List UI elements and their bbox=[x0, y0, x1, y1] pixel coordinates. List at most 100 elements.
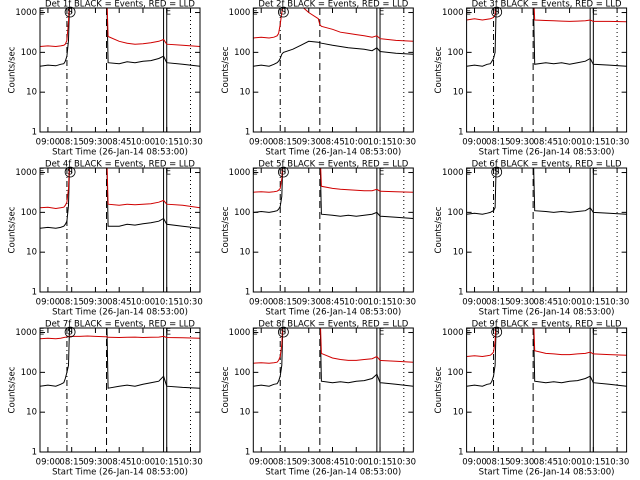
annotation: S bbox=[281, 168, 286, 178]
y-tick-label: 100 bbox=[447, 368, 463, 378]
x-tick-label: 10:15 bbox=[368, 298, 393, 308]
y-tick-label: 1000 bbox=[15, 168, 37, 178]
x-tick-label: 08:45 bbox=[534, 138, 559, 148]
x-tick-label: 10:00 bbox=[344, 458, 369, 468]
chart-title: Det 9f BLACK = Events, RED = LLD bbox=[472, 320, 622, 330]
y-tick-label: 10 bbox=[453, 88, 464, 98]
x-tick-label: 10:00 bbox=[131, 458, 156, 468]
x-axis-label: Start Time (26-Jan-14 08:53:00) bbox=[479, 308, 615, 318]
annotation: E bbox=[252, 8, 257, 18]
x-tick-label: 09:00 bbox=[249, 458, 274, 468]
series-line bbox=[40, 8, 200, 67]
x-tick-label: 08:15 bbox=[486, 138, 511, 148]
plot-frame bbox=[252, 7, 414, 133]
y-axis-label: Counts/sec bbox=[434, 46, 444, 93]
y-tick-label: 100 bbox=[234, 208, 250, 218]
y-tick-label: 10 bbox=[453, 248, 464, 258]
y-tick-label: 10 bbox=[239, 408, 250, 418]
y-tick-label: 100 bbox=[234, 48, 250, 58]
x-tick-label: 10:15 bbox=[581, 138, 606, 148]
x-tick-label: 10:15 bbox=[154, 458, 179, 468]
y-tick-label: 1 bbox=[245, 448, 250, 458]
x-tick-label: 10:30 bbox=[392, 298, 417, 308]
annotation-circle bbox=[491, 326, 503, 338]
x-tick-label: 10:30 bbox=[178, 458, 203, 468]
annotation-circle bbox=[277, 6, 289, 18]
annotation: E bbox=[465, 8, 470, 18]
y-tick-label: 1 bbox=[32, 128, 37, 138]
x-axis-label: Start Time (26-Jan-14 08:53:00) bbox=[52, 308, 188, 318]
x-axis-label: Start Time (26-Jan-14 08:53:00) bbox=[265, 468, 401, 478]
chart-title: Det 5f BLACK = Events, RED = LLD bbox=[258, 160, 408, 170]
series-line bbox=[466, 8, 627, 23]
annotation: S bbox=[494, 168, 499, 178]
y-tick-label: 100 bbox=[21, 208, 37, 218]
x-tick-label: 08:15 bbox=[486, 298, 511, 308]
chart-title: Det 1f BLACK = Events, RED = LLD bbox=[45, 0, 195, 10]
annotation: E bbox=[39, 328, 44, 338]
chart-title: Det 3f BLACK = Events, RED = LLD bbox=[472, 0, 622, 10]
x-tick-label: 09:30 bbox=[296, 138, 321, 148]
x-tick-label: 09:30 bbox=[83, 298, 108, 308]
y-tick-label: 100 bbox=[447, 48, 463, 58]
annotation: E bbox=[252, 328, 257, 338]
y-tick-label: 1000 bbox=[442, 168, 464, 178]
series-line bbox=[40, 8, 200, 48]
annotation: S bbox=[67, 328, 72, 338]
x-tick-label: 09:00 bbox=[249, 298, 274, 308]
x-tick-label: 10:15 bbox=[154, 298, 179, 308]
x-tick-label: 10:15 bbox=[368, 458, 393, 468]
x-tick-label: 08:45 bbox=[107, 138, 132, 148]
x-tick-label: 08:45 bbox=[320, 138, 345, 148]
annotation: E bbox=[379, 168, 384, 178]
series-line bbox=[466, 8, 627, 67]
plot-frame bbox=[39, 327, 201, 453]
x-tick-label: 10:15 bbox=[368, 138, 393, 148]
x-tick-label: 08:45 bbox=[107, 298, 132, 308]
series-line bbox=[40, 168, 200, 229]
series-line bbox=[40, 335, 200, 340]
y-tick-label: 100 bbox=[21, 48, 37, 58]
annotation-circle bbox=[64, 326, 76, 338]
y-tick-label: 1000 bbox=[229, 328, 251, 338]
x-tick-label: 09:30 bbox=[83, 138, 108, 148]
x-tick-label: 10:30 bbox=[605, 298, 630, 308]
y-axis-label: Counts/sec bbox=[434, 206, 444, 253]
annotation: E bbox=[465, 328, 470, 338]
y-tick-label: 1000 bbox=[15, 328, 37, 338]
y-tick-label: 1000 bbox=[15, 8, 37, 18]
x-tick-label: 08:15 bbox=[273, 138, 298, 148]
x-tick-label: 09:00 bbox=[462, 138, 487, 148]
x-tick-label: 09:30 bbox=[510, 458, 535, 468]
x-tick-label: 08:15 bbox=[486, 458, 511, 468]
series-line bbox=[253, 168, 414, 193]
x-tick-label: 10:15 bbox=[581, 458, 606, 468]
y-tick-label: 1000 bbox=[442, 8, 464, 18]
x-axis-label: Start Time (26-Jan-14 08:53:00) bbox=[52, 148, 188, 158]
y-axis-label: Counts/sec bbox=[434, 366, 444, 413]
annotation: E bbox=[39, 168, 44, 178]
plot-frame bbox=[252, 327, 414, 453]
x-tick-label: 10:00 bbox=[131, 298, 156, 308]
x-axis-label: Start Time (26-Jan-14 08:53:00) bbox=[52, 468, 188, 478]
plot-frame bbox=[39, 167, 201, 293]
plot-frame bbox=[466, 7, 628, 133]
series-line bbox=[253, 40, 414, 67]
annotation: E bbox=[379, 8, 384, 18]
y-tick-label: 1 bbox=[32, 448, 37, 458]
series-line bbox=[40, 328, 200, 389]
plot-frame bbox=[39, 7, 201, 133]
y-tick-label: 1 bbox=[245, 128, 250, 138]
x-tick-label: 08:15 bbox=[59, 138, 84, 148]
series-line bbox=[253, 168, 414, 219]
x-tick-label: 09:00 bbox=[462, 298, 487, 308]
x-tick-label: 08:45 bbox=[534, 298, 559, 308]
y-tick-label: 1 bbox=[245, 288, 250, 298]
x-tick-label: 10:30 bbox=[605, 458, 630, 468]
x-axis-label: Start Time (26-Jan-14 08:53:00) bbox=[265, 308, 401, 318]
annotation: E bbox=[166, 8, 171, 18]
x-tick-label: 09:00 bbox=[462, 458, 487, 468]
y-tick-label: 1 bbox=[458, 128, 463, 138]
x-tick-label: 10:00 bbox=[344, 298, 369, 308]
annotation: E bbox=[166, 168, 171, 178]
